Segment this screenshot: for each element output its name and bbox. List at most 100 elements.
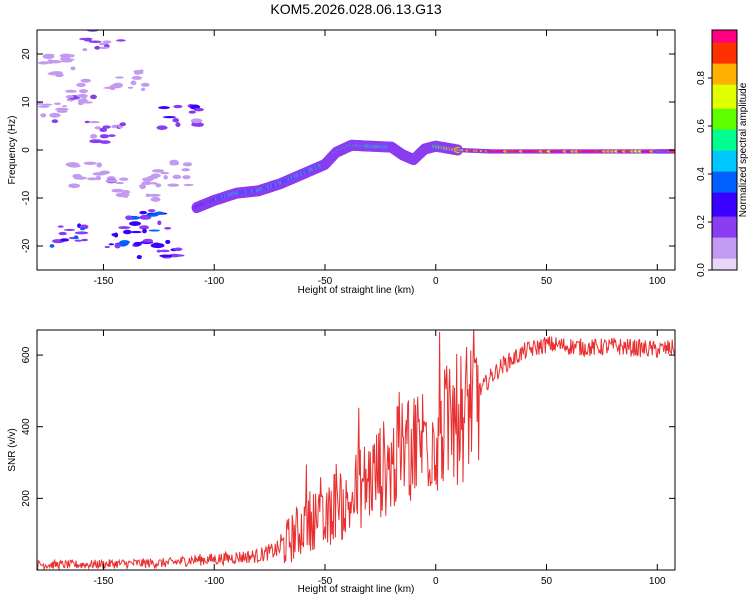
noise-blob [140, 87, 146, 92]
noise-blob [127, 86, 134, 89]
colorbar-tick-label: 0.6 [696, 119, 707, 133]
noise-blob [73, 235, 79, 240]
noise-blob [158, 249, 170, 253]
noise-blob [105, 179, 118, 183]
x-tick-label: -50 [318, 576, 333, 587]
colorbar-step [712, 261, 737, 265]
x-tick-label: 0 [433, 576, 439, 587]
noise-blob [69, 54, 75, 58]
noise-blob [111, 188, 124, 193]
noise-blob [55, 107, 69, 111]
noise-blob [182, 162, 193, 167]
y-tick-label: 0 [21, 147, 32, 153]
noise-blob [80, 78, 91, 83]
colorbar-step [712, 228, 737, 232]
noise-blob [49, 112, 61, 118]
noise-blob [119, 240, 130, 245]
noise-blob [94, 45, 101, 50]
noise-blob [89, 139, 103, 144]
colorbar-tick-label: 0.0 [696, 263, 707, 277]
noise-blob [145, 213, 159, 217]
noise-blob [51, 119, 59, 124]
noise-blob [37, 61, 50, 65]
colorbar-step [712, 132, 737, 136]
noise-blob [61, 59, 73, 63]
y-tick-label: 600 [21, 346, 32, 363]
noise-blob [37, 102, 39, 106]
noise-blob [54, 102, 62, 105]
colorbar-step [712, 63, 737, 67]
noise-blob [172, 174, 182, 180]
colorbar-step [712, 108, 737, 112]
noise-blob [148, 229, 161, 232]
noise-blob [108, 134, 116, 138]
colorbar-step [712, 156, 737, 160]
colorbar-step [712, 216, 737, 220]
noise-blob [50, 71, 63, 75]
colorbar-tick-label: 0.8 [696, 71, 707, 85]
colorbar-step [712, 153, 737, 157]
x-tick-label: 100 [649, 576, 666, 587]
noise-blob [27, 111, 32, 113]
colorbar-step [712, 39, 737, 43]
noise-blob [125, 215, 133, 221]
spectrogram-ylabel: Frequency (Hz) [7, 116, 18, 185]
colorbar-step [712, 54, 737, 58]
noise-blob [172, 118, 180, 123]
colorbar-step [712, 111, 737, 115]
noise-blob [162, 116, 177, 119]
colorbar-step [712, 36, 737, 40]
noise-blob [150, 242, 165, 249]
snr-ylabel: SNR (v/v) [7, 428, 18, 471]
noise-blob [88, 40, 102, 44]
colorbar-step [712, 129, 737, 133]
colorbar-step [712, 189, 737, 193]
noise-blob [41, 103, 53, 106]
noise-blob [119, 177, 129, 181]
colorbar-step [712, 174, 737, 178]
colorbar-label: Normalized spectral amplitude [738, 82, 749, 217]
noise-blob [151, 169, 165, 173]
colorbar-step [712, 267, 737, 271]
colorbar-step [712, 186, 737, 190]
noise-blob [142, 238, 154, 243]
noise-blob [175, 122, 181, 128]
colorbar-step [712, 249, 737, 253]
noise-blob [142, 228, 147, 234]
noise-blob [155, 183, 162, 188]
noise-blob [113, 232, 119, 238]
noise-blob [130, 80, 137, 86]
colorbar-step [712, 195, 737, 199]
noise-blob [74, 239, 83, 242]
noise-blob [49, 244, 55, 248]
noise-blob [77, 93, 88, 99]
colorbar-frame [711, 29, 738, 271]
noise-blob [123, 195, 128, 198]
colorbar-step [712, 264, 737, 268]
noise-blob [157, 220, 162, 226]
noise-blob [65, 162, 80, 167]
noise-blob [130, 230, 142, 234]
colorbar-step [712, 120, 737, 124]
snr-frame [36, 329, 676, 571]
colorbar-step [712, 165, 737, 169]
noise-blob [92, 172, 106, 176]
colorbar-step [712, 144, 737, 148]
colorbar-ticks: 0.0 0.2 0.4 0.6 0.8 [696, 71, 712, 277]
colorbar-step [712, 72, 737, 76]
noise-blob [159, 254, 173, 258]
noise-blob [82, 101, 93, 104]
noise-blob [99, 127, 108, 133]
colorbar-step [712, 30, 737, 34]
colorbar-step [712, 204, 737, 208]
colorbar-step [712, 51, 737, 55]
noise-blob [136, 254, 142, 260]
snr-xlabel: Height of straight line (km) [298, 584, 415, 595]
noise-blob [147, 209, 156, 213]
noise-blob [115, 26, 122, 30]
noise-blob [118, 226, 131, 230]
noise-blob [139, 210, 148, 215]
colorbar-step [712, 99, 737, 103]
